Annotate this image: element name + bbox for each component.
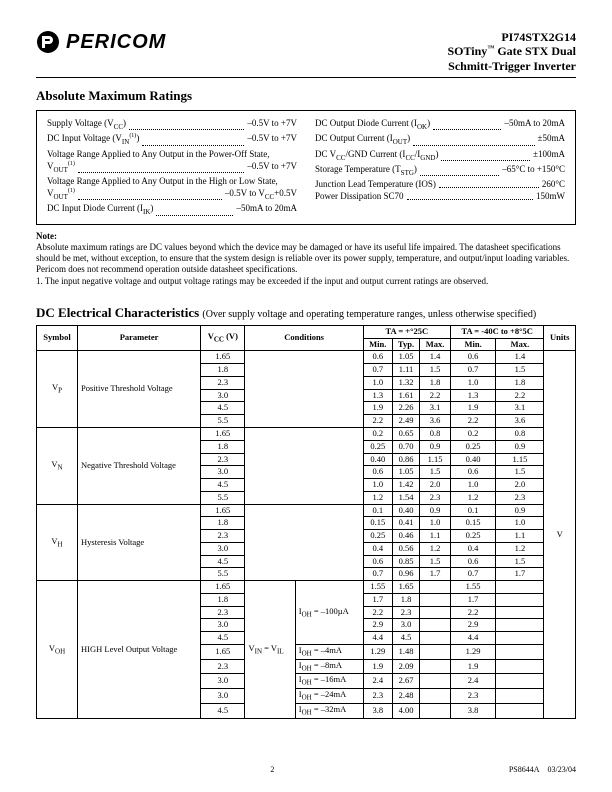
- rating-line: DC Input Voltage (VIN(1)) –0.5V to +7V: [47, 132, 297, 147]
- brand-text: PERICOM: [66, 31, 166, 54]
- part-number: PI74STX2G14: [448, 30, 577, 44]
- note-block: Note: Absolute maximum ratings are DC va…: [36, 231, 576, 287]
- rating-line: Voltage Range Applied to Any Output in t…: [47, 148, 297, 160]
- page-header: PERICOM PI74STX2G14 SOTiny™ Gate STX Dua…: [36, 30, 576, 78]
- title-line-2: SOTiny™ Gate STX Dual: [448, 44, 577, 58]
- th-symbol: Symbol: [37, 325, 78, 351]
- th-min2: Min.: [450, 338, 495, 351]
- dc-subtitle: (Over supply voltage and operating tempe…: [202, 309, 536, 320]
- amr-col-right: DC Output Diode Current (IOK) –50mA to 2…: [315, 117, 565, 217]
- th-ta40: TA = -40C to +8°5C: [450, 325, 544, 338]
- dc-title: DC Electrical Characteristics: [36, 305, 202, 320]
- rating-line: DC Input Diode Current (IIK) –50mA to 20…: [47, 202, 297, 217]
- brand-logo: PERICOM: [36, 30, 166, 54]
- th-min: Min.: [363, 338, 392, 351]
- rating-line: DC VCC/GND Current (ICC/IGND) ±100mA: [315, 148, 565, 163]
- page-footer: 2 PS8644A 03/23/04: [36, 765, 576, 774]
- pericom-icon: [36, 30, 60, 54]
- footer-right: PS8644A 03/23/04: [509, 765, 576, 774]
- note-p1: Absolute maximum ratings are DC values b…: [36, 242, 576, 276]
- th-cond: Conditions: [245, 325, 363, 351]
- amr-title: Absolute Maximum Ratings: [36, 88, 576, 104]
- th-units: Units: [544, 325, 576, 351]
- th-max: Max.: [420, 338, 451, 351]
- th-max2: Max.: [496, 338, 544, 351]
- rating-line: DC Output Current (IOUT) ±50mA: [315, 132, 565, 147]
- th-param: Parameter: [78, 325, 201, 351]
- header-right: PI74STX2G14 SOTiny™ Gate STX Dual Schmit…: [448, 30, 577, 73]
- rating-line: DC Output Diode Current (IOK) –50mA to 2…: [315, 117, 565, 132]
- th-vcc: VCC (V): [201, 325, 245, 351]
- note-head: Note:: [36, 231, 576, 242]
- amr-box: Supply Voltage (VCC) –0.5V to +7VDC Inpu…: [36, 110, 576, 224]
- rating-line: Power Dissipation SC70 150mW: [315, 190, 565, 202]
- dc-title-block: DC Electrical Characteristics (Over supp…: [36, 305, 576, 321]
- amr-col-left: Supply Voltage (VCC) –0.5V to +7VDC Inpu…: [47, 117, 297, 217]
- note-p2: 1. The input negative voltage and output…: [36, 276, 576, 287]
- page-number: 2: [270, 765, 274, 774]
- rating-line: VOUT(1) –0.5V to VCC+0.5V: [47, 187, 297, 202]
- rating-line: VOUT(1) –0.5V to +7V: [47, 160, 297, 175]
- dc-table: Symbol Parameter VCC (V) Conditions TA =…: [36, 325, 576, 719]
- rating-line: Junction Lead Temperature (IOS) 260°C: [315, 178, 565, 190]
- rating-line: Voltage Range Applied to Any Output in t…: [47, 175, 297, 187]
- rating-line: Supply Voltage (VCC) –0.5V to +7V: [47, 117, 297, 132]
- rating-line: Storage Temperature (TSTG) –65°C to +150…: [315, 163, 565, 178]
- th-typ: Typ.: [392, 338, 420, 351]
- th-ta25: TA = +°25C: [363, 325, 450, 338]
- title-line-3: Schmitt-Trigger Inverter: [448, 59, 577, 73]
